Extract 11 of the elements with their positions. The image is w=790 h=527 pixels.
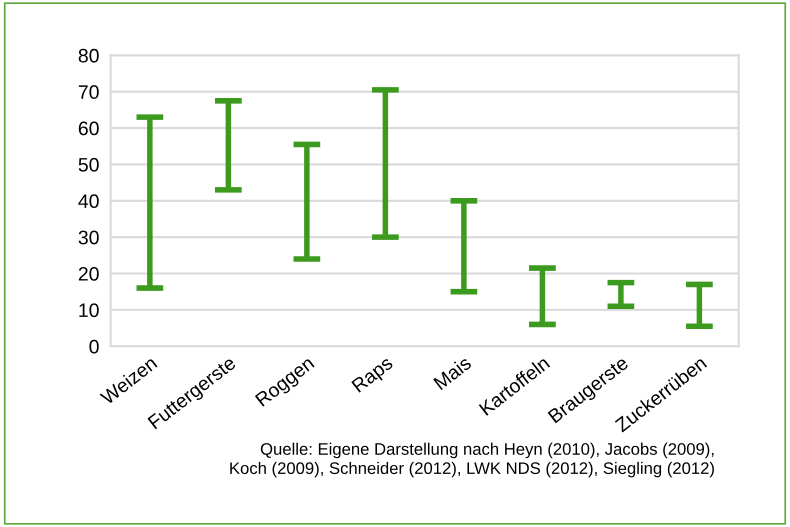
source-note: Quelle: Eigene Darstellung nach Heyn (2010), Jacobs (2009), Koch (2009), Schneider (2012), LWK NDS (2012), Siegling (2012) [230, 442, 714, 478]
y-tick-label: 80 [78, 48, 99, 63]
y-tick-label: 10 [79, 303, 99, 318]
y-tick-label: 40 [78, 194, 99, 208]
y-tick-label: 50 [78, 158, 99, 172]
y-tick-label: 20 [78, 266, 99, 281]
y-tick-label: 0 [89, 340, 99, 354]
y-tick-label: 70 [78, 85, 99, 99]
x-tick-label: Mais [432, 355, 472, 390]
y-tick-label: 30 [78, 230, 99, 244]
y-tick-label: 60 [78, 122, 99, 136]
